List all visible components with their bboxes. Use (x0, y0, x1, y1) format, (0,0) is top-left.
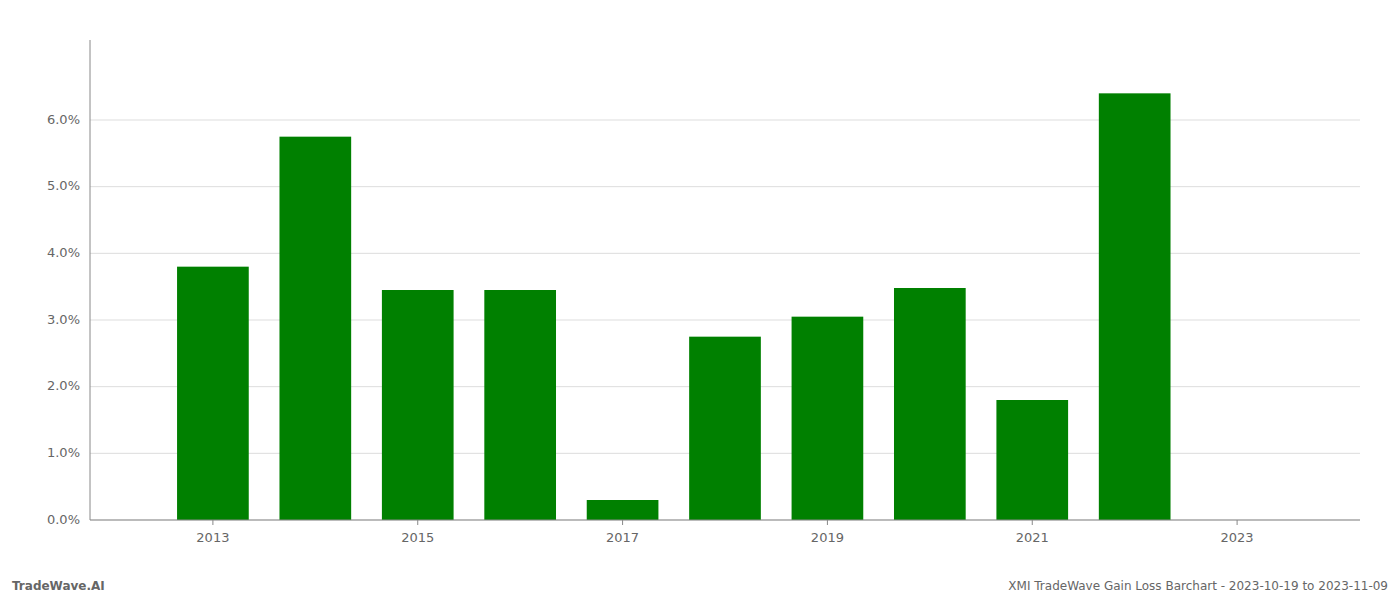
bar (689, 337, 761, 520)
bars (177, 93, 1170, 520)
x-tick (1032, 520, 1033, 525)
y-tick-label: 1.0% (47, 445, 80, 460)
bar (484, 290, 556, 520)
bar (587, 500, 659, 520)
x-tick-label: 2015 (401, 530, 434, 545)
bar (894, 288, 966, 520)
y-tick-label: 3.0% (47, 312, 80, 327)
x-tick-label: 2017 (606, 530, 639, 545)
x-tick-label: 2019 (811, 530, 844, 545)
x-axis-line (90, 520, 1360, 521)
x-tick-label: 2023 (1221, 530, 1254, 545)
y-tick-label: 5.0% (47, 178, 80, 193)
bar (996, 400, 1068, 520)
background (0, 0, 1400, 600)
x-tick-label: 2021 (1016, 530, 1049, 545)
bar (177, 267, 249, 520)
footer-left: TradeWave.AI (12, 579, 105, 593)
y-axis: 0.0% 1.0% 2.0% 3.0% 4.0% 5.0% 6.0% (47, 40, 90, 527)
bar (792, 317, 864, 520)
x-tick-label: 2013 (196, 530, 229, 545)
bar (382, 290, 454, 520)
grid-line (90, 520, 1360, 521)
x-tick (827, 520, 828, 525)
y-tick-label: 0.0% (47, 512, 80, 527)
y-axis-line (90, 40, 91, 520)
x-tick (1237, 520, 1238, 525)
y-tick-label: 4.0% (47, 245, 80, 260)
x-tick (417, 520, 418, 525)
y-tick-label: 6.0% (47, 112, 80, 127)
x-tick (622, 520, 623, 525)
bar (1099, 93, 1171, 520)
bar (279, 137, 351, 520)
footer: TradeWave.AI XMI TradeWave Gain Loss Barc… (12, 579, 1388, 593)
chart: 0.0% 1.0% 2.0% 3.0% 4.0% 5.0% 6.0% 2013 2015 2017… (0, 0, 1400, 600)
y-tick-label: 2.0% (47, 378, 80, 393)
footer-right: XMI TradeWave Gain Loss Barchart - 2023-… (1008, 579, 1388, 593)
x-axis: 2013 2015 2017 2019 2021 2023 (90, 520, 1360, 545)
x-tick (212, 520, 213, 525)
